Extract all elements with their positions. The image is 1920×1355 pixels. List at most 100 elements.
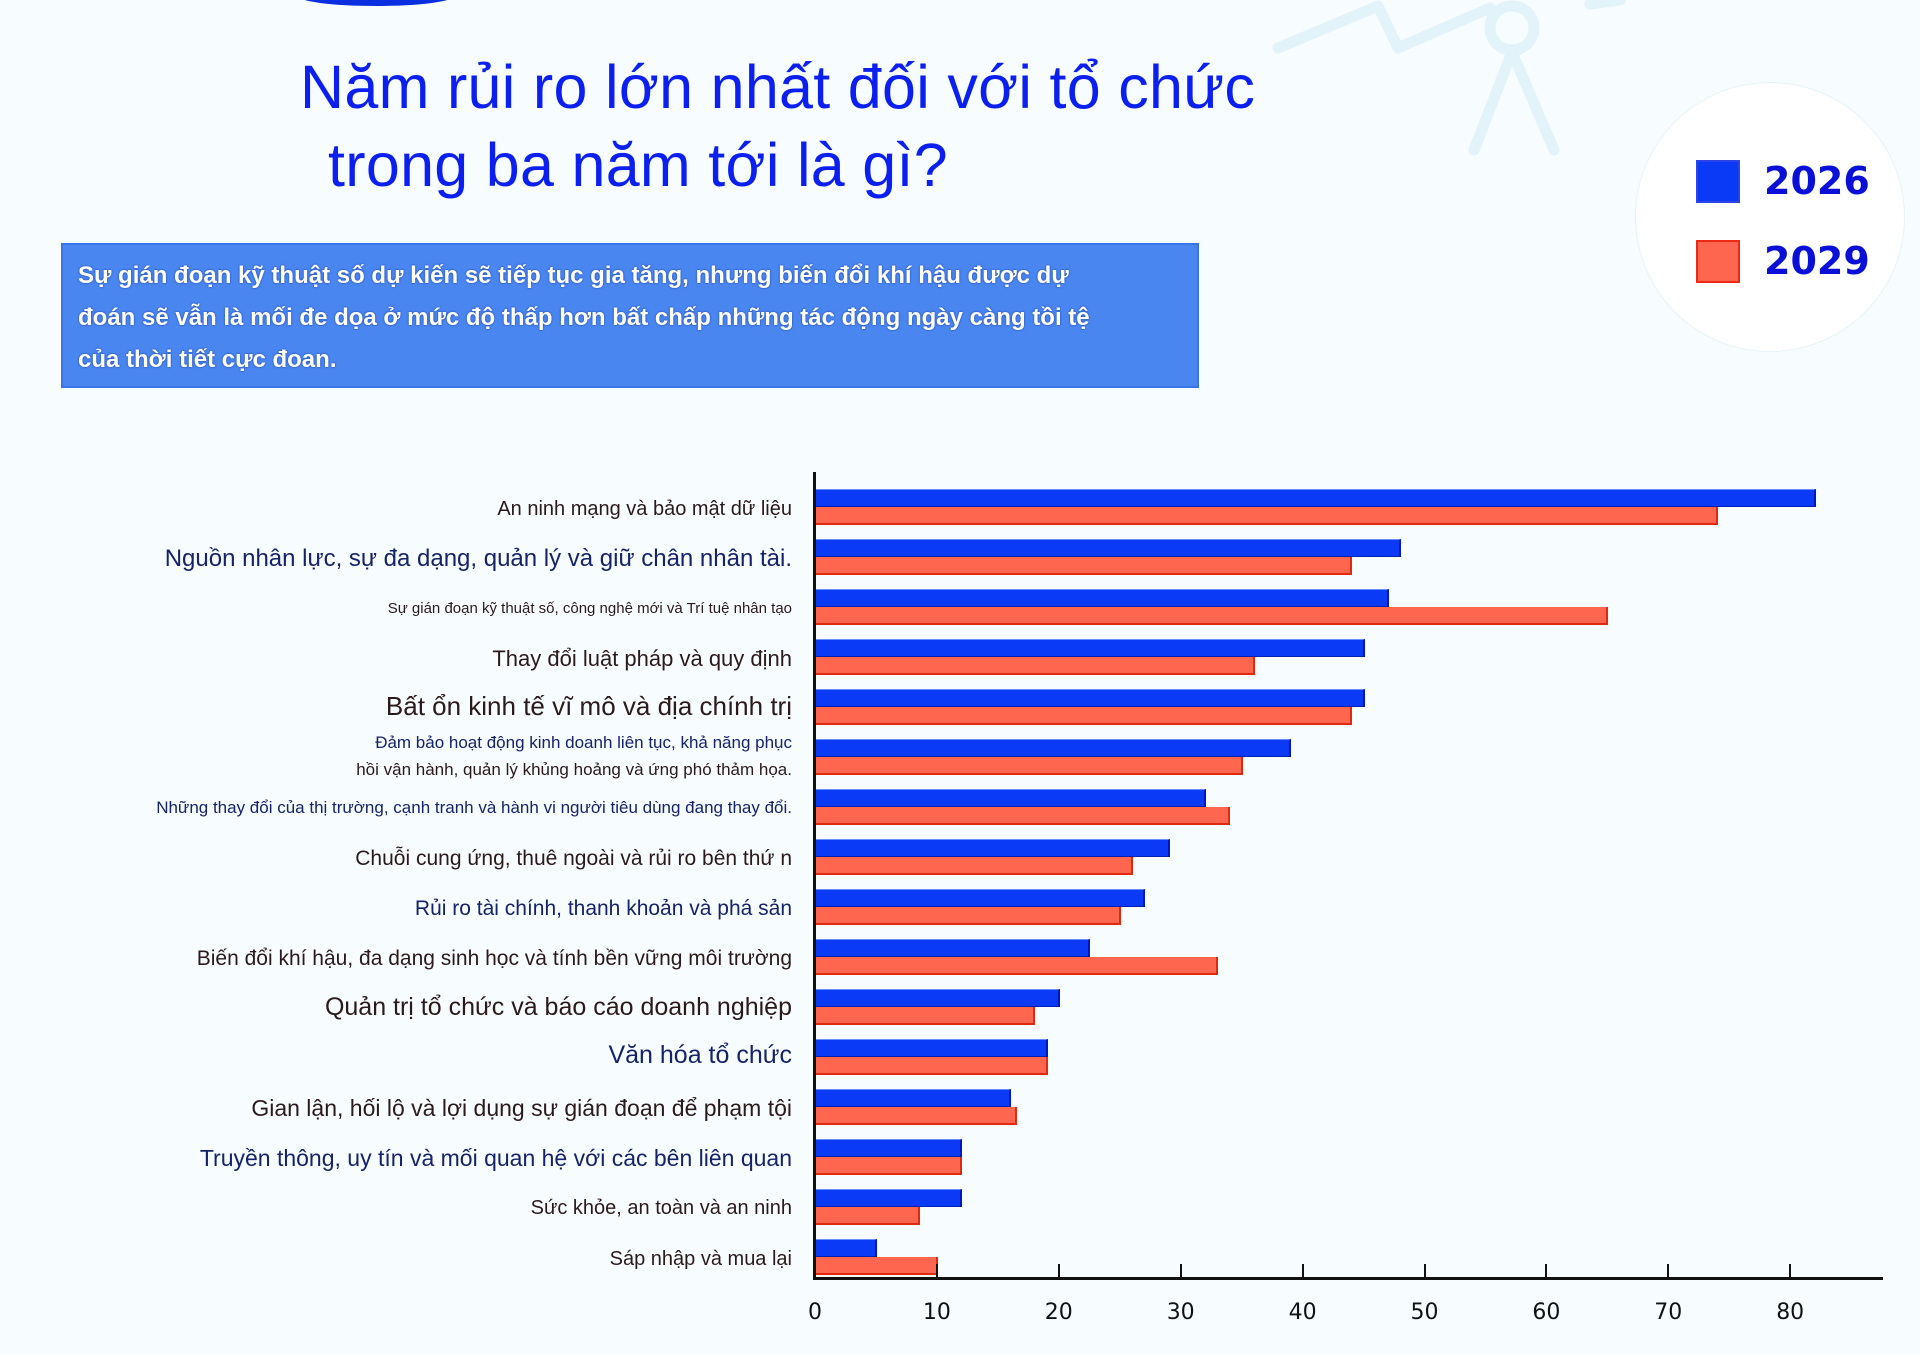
- x-axis-tick-label: 10: [922, 1300, 951, 1325]
- summary-text: Sự gián đoạn kỹ thuật số dự kiến sẽ tiếp…: [78, 262, 1090, 373]
- category-label-line: Những thay đổi của thị trường, cạnh tran…: [156, 798, 792, 817]
- bar-2029: [816, 1007, 1036, 1025]
- category-label-line: Nguồn nhân lực, sự đa dạng, quản lý và g…: [164, 545, 792, 572]
- bar-2026: [816, 639, 1365, 657]
- category-label: Thay đổi luật pháp và quy định: [492, 646, 792, 672]
- telescope-decoration-icon: [1272, 0, 1626, 156]
- bar-2026: [816, 539, 1402, 557]
- chart-row: Biến đổi khí hậu, đa dạng sinh học và tí…: [0, 939, 1920, 989]
- chart-row: Truyền thông, uy tín và mối quan hệ với …: [0, 1139, 1920, 1189]
- bar-2029: [816, 1207, 920, 1225]
- category-label: Đảm bảo hoạt động kinh doanh liên tục, k…: [356, 729, 792, 783]
- bar-2026: [816, 489, 1816, 507]
- category-label: Sự gián đoạn kỹ thuật số, công nghệ mới …: [388, 599, 792, 618]
- category-label: Bất ổn kinh tế vĩ mô và địa chính trị: [386, 691, 792, 721]
- legend-label: 2029: [1764, 239, 1870, 283]
- category-label-line: Biến đổi khí hậu, đa dạng sinh học và tí…: [196, 947, 792, 970]
- x-axis-tick-label: 0: [808, 1300, 822, 1325]
- category-label: Văn hóa tổ chức: [608, 1041, 792, 1070]
- bar-2026: [816, 589, 1389, 607]
- bar-2029: [816, 857, 1133, 875]
- category-label-line: Đảm bảo hoạt động kinh doanh liên tục, k…: [375, 733, 792, 752]
- category-label-line: Thay đổi luật pháp và quy định: [492, 646, 792, 671]
- category-label: Truyền thông, uy tín và mối quan hệ với …: [200, 1145, 792, 1172]
- bar-2029: [816, 1107, 1018, 1125]
- category-label-line: Sức khỏe, an toàn và an ninh: [530, 1197, 792, 1219]
- category-label: Quản trị tổ chức và báo cáo doanh nghiệp: [325, 993, 792, 1022]
- x-axis-line: [813, 1277, 1883, 1280]
- category-label: Chuỗi cung ứng, thuê ngoài và rủi ro bên…: [355, 846, 792, 871]
- bar-2029: [816, 1057, 1048, 1075]
- category-label: Sáp nhập và mua lại: [610, 1247, 792, 1271]
- category-label: Biến đổi khí hậu, đa dạng sinh học và tí…: [197, 946, 792, 971]
- title-line-1: Năm rủi ro lớn nhất đối với tổ chức: [300, 53, 1256, 121]
- category-label-line: Chuỗi cung ứng, thuê ngoài và rủi ro bên…: [355, 847, 792, 870]
- summary-callout: Sự gián đoạn kỹ thuật số dự kiến sẽ tiếp…: [61, 243, 1199, 388]
- chart-row: Bất ổn kinh tế vĩ mô và địa chính trị: [0, 689, 1920, 739]
- x-axis-tick: [935, 1264, 938, 1278]
- bar-2029: [816, 607, 1609, 625]
- x-axis-tick: [1667, 1264, 1670, 1278]
- x-axis-tick-label: 40: [1288, 1300, 1317, 1325]
- category-label-line: Rủi ro tài chính, thanh khoản và phá sản: [414, 897, 792, 920]
- legend-item-2026: 2026: [1696, 159, 1870, 203]
- legend-swatch-orange-icon: [1696, 239, 1740, 283]
- bar-2026: [816, 839, 1170, 857]
- bar-2026: [816, 1239, 877, 1257]
- x-axis-tick-label: 20: [1044, 1300, 1073, 1325]
- x-axis-tick-label: 80: [1776, 1300, 1805, 1325]
- chart-row: Đảm bảo hoạt động kinh doanh liên tục, k…: [0, 733, 1920, 789]
- category-label: Gian lận, hối lộ và lợi dụng sự gián đoạ…: [251, 1095, 792, 1122]
- page-title: Năm rủi ro lớn nhất đối với tổ chức tron…: [300, 48, 1255, 204]
- bar-2026: [816, 739, 1292, 757]
- category-label-line: Truyền thông, uy tín và mối quan hệ với …: [199, 1145, 792, 1171]
- category-label-line: Văn hóa tổ chức: [608, 1041, 792, 1069]
- legend-swatch-blue-icon: [1696, 159, 1740, 203]
- chart-row: Sự gián đoạn kỹ thuật số, công nghệ mới …: [0, 589, 1920, 639]
- title-line-2: trong ba năm tới là gì?: [328, 131, 948, 199]
- y-axis-line: [813, 472, 816, 1280]
- category-label-line: Quản trị tổ chức và báo cáo doanh nghiệp: [324, 993, 792, 1021]
- category-label: Rủi ro tài chính, thanh khoản và phá sản: [415, 896, 792, 921]
- chart-row: An ninh mạng và bảo mật dữ liệu: [0, 489, 1920, 539]
- chart-row: Thay đổi luật pháp và quy định: [0, 639, 1920, 689]
- bar-2029: [816, 757, 1243, 775]
- bar-2026: [816, 889, 1146, 907]
- x-axis-tick: [1301, 1264, 1304, 1278]
- bar-2029: [816, 507, 1719, 525]
- category-label-line: Bất ổn kinh tế vĩ mô và địa chính trị: [385, 691, 792, 721]
- chart-row: Gian lận, hối lộ và lợi dụng sự gián đoạ…: [0, 1089, 1920, 1139]
- legend-item-2029: 2029: [1696, 239, 1870, 283]
- chart-row: Sức khỏe, an toàn và an ninh: [0, 1189, 1920, 1239]
- bar-2029: [816, 907, 1121, 925]
- bar-2029: [816, 657, 1255, 675]
- category-label-line: Sáp nhập và mua lại: [609, 1248, 792, 1270]
- bar-2026: [816, 939, 1091, 957]
- bar-2026: [816, 1089, 1012, 1107]
- bar-2029: [816, 1157, 963, 1175]
- legend-label: 2026: [1764, 159, 1870, 203]
- chart-row: Rủi ro tài chính, thanh khoản và phá sản: [0, 889, 1920, 939]
- category-label: An ninh mạng và bảo mật dữ liệu: [497, 497, 792, 521]
- x-axis-tick-label: 30: [1166, 1300, 1195, 1325]
- bar-2026: [816, 1139, 963, 1157]
- category-label-line: An ninh mạng và bảo mật dữ liệu: [497, 498, 792, 520]
- bar-2026: [816, 1039, 1048, 1057]
- category-label-line: Gian lận, hối lộ và lợi dụng sự gián đoạ…: [251, 1095, 792, 1121]
- chart-row: Sáp nhập và mua lại: [0, 1239, 1920, 1289]
- bar-2026: [816, 989, 1060, 1007]
- category-label: Những thay đổi của thị trường, cạnh tran…: [156, 797, 792, 818]
- x-axis-tick: [1545, 1264, 1548, 1278]
- chart-row: Những thay đổi của thị trường, cạnh tran…: [0, 789, 1920, 839]
- x-axis-tick: [1179, 1264, 1182, 1278]
- x-axis-tick-label: 50: [1410, 1300, 1439, 1325]
- bar-2029: [816, 557, 1353, 575]
- bar-2029: [816, 1257, 938, 1275]
- chart-row: Văn hóa tổ chức: [0, 1039, 1920, 1089]
- category-label: Nguồn nhân lực, sự đa dạng, quản lý và g…: [165, 545, 792, 573]
- x-axis-tick: [1057, 1264, 1060, 1278]
- bar-2026: [816, 689, 1365, 707]
- bar-2029: [816, 707, 1353, 725]
- bar-2029: [816, 807, 1231, 825]
